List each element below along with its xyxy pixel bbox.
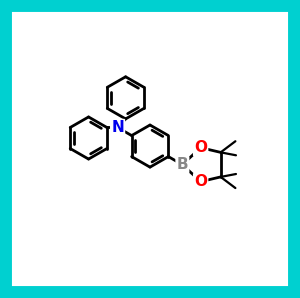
Text: O: O <box>194 174 207 189</box>
Text: O: O <box>194 140 207 155</box>
Text: N: N <box>111 120 124 135</box>
Text: B: B <box>177 157 188 172</box>
